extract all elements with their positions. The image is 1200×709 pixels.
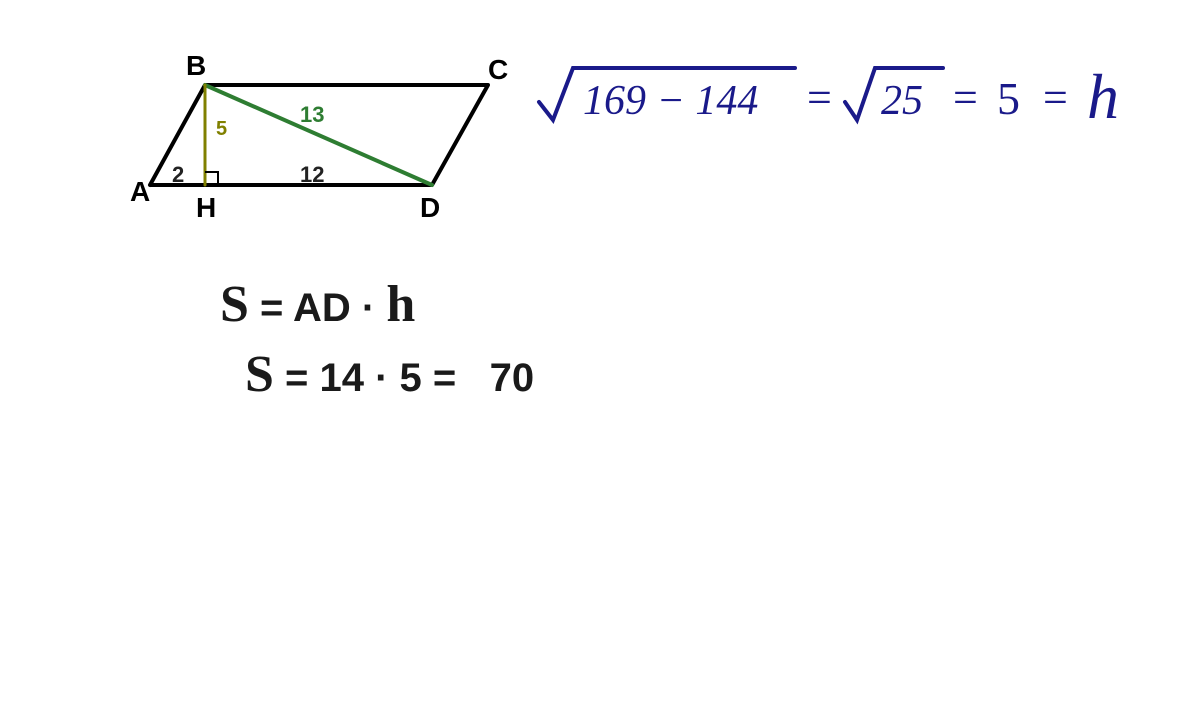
formula-rest: = AD · (260, 286, 386, 330)
value-expr: = 14 · 5 = (285, 356, 478, 400)
equals-2: = (953, 73, 978, 122)
s-symbol-2: S (245, 346, 274, 403)
equation-area-formula: S = AD · h (220, 275, 415, 334)
equals-3: = (1043, 73, 1068, 122)
radicand-1-text: 169 − 144 (583, 78, 758, 124)
canvas: A B C D H 2 5 13 12 169 − 144 = 25 = 5 =… (0, 0, 1200, 709)
length-hd-label: 12 (300, 162, 324, 188)
length-bh-label: 5 (216, 118, 227, 141)
equation-sqrt-row: 169 − 144 = 25 = 5 = h (535, 56, 1195, 136)
h-symbol: h (386, 276, 415, 333)
vertex-c-label: C (488, 54, 508, 86)
vertex-b-label: B (186, 50, 206, 82)
vertex-d-label: D (420, 192, 440, 224)
length-bd-label: 13 (300, 102, 324, 128)
radicand-2-text: 25 (881, 78, 923, 124)
five-text: 5 (997, 73, 1020, 124)
vertex-a-label: A (130, 176, 150, 208)
equation-area-value: S = 14 · 5 = 70 (245, 345, 534, 404)
foot-h-label: H (196, 192, 216, 224)
equation-sqrt-svg: 169 − 144 = 25 = 5 = h (535, 56, 1195, 136)
s-symbol-1: S (220, 276, 249, 333)
equals-1: = (807, 73, 832, 122)
length-ah-label: 2 (172, 162, 184, 188)
h-text: h (1087, 61, 1119, 132)
value-result: 70 (490, 356, 535, 400)
